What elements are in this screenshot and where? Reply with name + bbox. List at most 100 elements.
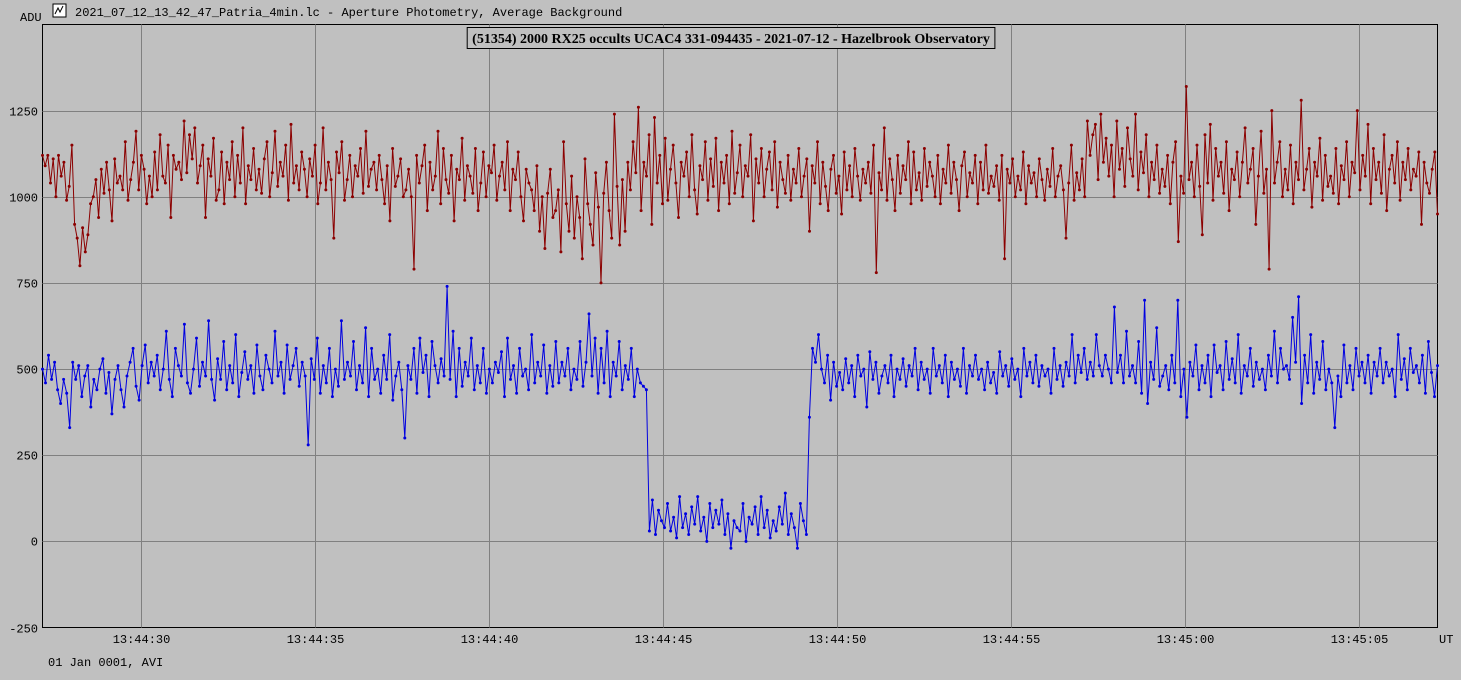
data-point (1402, 357, 1406, 361)
data-point (447, 191, 451, 195)
data-point (1173, 381, 1177, 385)
data-point (321, 126, 325, 130)
data-point (195, 336, 198, 340)
data-point (1366, 353, 1370, 357)
data-point (300, 360, 304, 364)
data-point (1182, 191, 1186, 195)
data-point (1152, 377, 1156, 381)
data-point (372, 160, 376, 164)
data-point (1227, 377, 1231, 381)
data-point (1176, 298, 1180, 302)
data-point (321, 364, 325, 368)
data-point (916, 388, 920, 392)
data-point (524, 167, 528, 171)
data-point (952, 160, 956, 164)
data-point (91, 195, 95, 199)
data-point (780, 522, 784, 526)
data-point (315, 336, 319, 340)
data-point (286, 198, 290, 202)
data-point (385, 377, 389, 381)
data-point (1276, 381, 1279, 385)
data-point (888, 157, 892, 161)
data-point (1188, 360, 1192, 364)
data-point (1103, 353, 1107, 357)
data-point (352, 340, 355, 343)
data-point (904, 384, 908, 388)
data-point (222, 202, 226, 206)
data-point (811, 346, 814, 350)
data-point (749, 133, 753, 137)
data-point (1251, 147, 1255, 150)
data-point (1025, 374, 1029, 378)
data-point (1206, 181, 1210, 185)
data-point (717, 522, 721, 526)
data-point (1085, 119, 1089, 123)
data-point (346, 360, 349, 364)
data-point (246, 164, 250, 168)
data-point (989, 381, 993, 385)
data-point (596, 205, 600, 209)
data-point (708, 502, 712, 505)
lightcurve-app-icon[interactable] (52, 3, 67, 18)
data-point (289, 122, 293, 126)
data-point (596, 391, 600, 395)
data-point (86, 233, 90, 237)
data-point (258, 374, 262, 378)
data-point (1289, 143, 1292, 147)
data-point (1425, 181, 1429, 185)
data-point (1069, 143, 1073, 147)
data-point (297, 384, 301, 388)
data-point (46, 153, 50, 157)
data-point (150, 195, 154, 199)
data-point (1120, 147, 1124, 150)
data-point (302, 167, 306, 171)
data-point (1003, 257, 1007, 261)
data-point (1040, 178, 1044, 182)
data-point (1212, 343, 1216, 347)
data-point (711, 184, 715, 188)
data-point (121, 188, 125, 192)
data-point (741, 195, 745, 199)
data-point (992, 371, 996, 374)
data-point (407, 167, 411, 171)
data-point (750, 522, 754, 526)
data-point (1203, 133, 1207, 137)
data-point (107, 188, 111, 192)
data-point (358, 364, 361, 368)
data-point (1004, 364, 1008, 368)
data-point (1406, 147, 1410, 150)
data-point (115, 181, 119, 185)
data-point (608, 395, 612, 399)
data-point (44, 381, 47, 385)
data-point (412, 346, 416, 350)
data-point (594, 171, 598, 175)
data-point (535, 164, 539, 168)
data-point (425, 209, 429, 213)
data-point (273, 129, 277, 133)
data-point (647, 133, 651, 137)
data-point (895, 367, 899, 371)
data-point (845, 188, 849, 192)
data-point (1091, 133, 1095, 137)
data-point (189, 391, 192, 395)
data-point (1073, 381, 1077, 385)
data-point (329, 178, 333, 182)
data-point (1321, 198, 1325, 202)
data-point (968, 171, 972, 175)
data-point (829, 398, 833, 402)
data-point (207, 319, 211, 323)
data-point (1155, 143, 1159, 147)
data-point (995, 164, 999, 168)
data-point (1082, 346, 1086, 350)
data-point (1378, 346, 1382, 350)
data-point (1242, 364, 1246, 368)
data-point (973, 153, 977, 157)
data-point (567, 229, 571, 233)
data-point (1428, 191, 1431, 195)
data-point (143, 343, 147, 347)
data-point (1321, 340, 1325, 343)
data-point (584, 360, 588, 364)
data-point (158, 388, 162, 392)
data-point (979, 160, 982, 164)
data-point (129, 178, 133, 182)
